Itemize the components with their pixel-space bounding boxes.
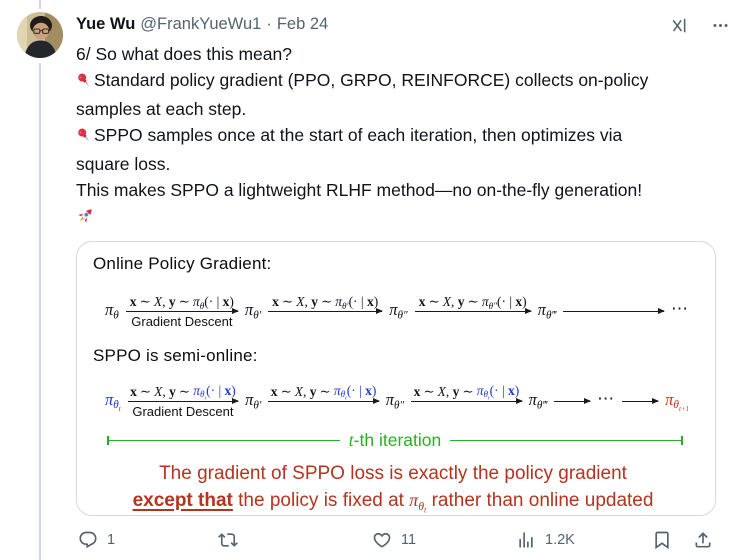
views-icon xyxy=(519,532,533,548)
iteration-tick-left xyxy=(107,436,109,445)
share-button[interactable] xyxy=(693,530,713,550)
caption-line2: except that the policy is fixed at πθt r… xyxy=(132,490,654,515)
sppo-policy-chain: πθt x ∼ X, y ∼ πθt(· | x) Gradient Descent π… xyxy=(105,378,689,422)
like-count: 11 xyxy=(401,532,417,548)
plain-arrow xyxy=(554,378,592,422)
tweet-header: Yue Wu @FrankYueWu1 · Feb 24 xyxy=(76,14,724,34)
iteration-tick-right xyxy=(681,436,684,445)
user-handle[interactable]: @FrankYueWu1 xyxy=(140,15,262,33)
iteration-line xyxy=(450,439,682,442)
share-icon xyxy=(695,532,711,548)
policy-node-end: πθt+1 xyxy=(665,390,690,414)
ellipsis: ⋯ xyxy=(597,389,616,408)
transition-arrow: x ∼ X, y ∼ πθt(· | x) xyxy=(268,378,381,422)
view-count: 1.2K xyxy=(545,532,575,548)
thread-line-top xyxy=(39,0,41,9)
tweet-line: square loss. xyxy=(76,154,171,174)
rocket-icon xyxy=(76,206,95,232)
bookmark-icon xyxy=(655,531,669,550)
tweet-line: Standard policy gradient (PPO, GRPO, REI… xyxy=(76,67,724,96)
transition-arrow: x ∼ X, y ∼ πθ′(· | x) xyxy=(268,288,384,332)
reply-icon xyxy=(79,531,97,549)
more-button[interactable] xyxy=(711,16,730,35)
transition-arrow: x ∼ X, y ∼ πθt(· | x) xyxy=(411,378,524,422)
policy-node: πθ′ xyxy=(244,300,262,322)
iteration-label: t-th iteration xyxy=(348,430,442,450)
plain-arrow xyxy=(563,288,665,332)
reply-button[interactable]: 1 xyxy=(78,530,115,550)
repost-button[interactable] xyxy=(218,530,238,550)
grok-button[interactable] xyxy=(670,16,689,35)
policy-node: πθ‴ xyxy=(528,390,548,412)
arrow-line xyxy=(411,397,524,404)
figure-attachment[interactable]: Online Policy Gradient: πθ x ∼ X, y ∼ πθ(· |… xyxy=(76,241,716,516)
tweet-date[interactable]: Feb 24 xyxy=(276,15,329,33)
like-icon xyxy=(373,532,391,548)
policy-node: πθ″ xyxy=(385,390,405,412)
tweet-line: samples at each step. xyxy=(76,99,247,119)
ellipsis: ⋯ xyxy=(671,299,689,318)
tweet-text: 6/ So what does this mean? Standard poli… xyxy=(76,41,724,232)
policy-symbol: πθt xyxy=(409,490,427,515)
avatar-photo xyxy=(17,12,63,58)
arrow-line xyxy=(622,397,660,404)
policy-node: πθ xyxy=(105,300,119,322)
repost-icon xyxy=(218,533,238,547)
pushpin-icon xyxy=(76,125,93,151)
gradient-descent-label: Gradient Descent xyxy=(132,404,234,419)
reply-count: 1 xyxy=(107,532,116,548)
figure-caption: The gradient of SPPO loss is exactly the… xyxy=(93,460,693,514)
figure-title-sppo: SPPO is semi-online: xyxy=(93,346,258,365)
arrow-line xyxy=(414,307,532,314)
figure-title-online: Online Policy Gradient: xyxy=(93,254,272,273)
action-bar: 1 11 1.2K xyxy=(76,530,724,556)
arrow-line xyxy=(268,307,384,314)
gradient-descent-label: Gradient Descent xyxy=(131,314,233,329)
iteration-line xyxy=(109,439,340,442)
tweet-line xyxy=(76,203,724,232)
policy-node: πθ″ xyxy=(389,300,408,322)
policy-node: πθ‴ xyxy=(537,300,557,322)
transition-arrow: x ∼ X, y ∼ πθ″(· | x) xyxy=(414,288,532,332)
thread-line-bottom xyxy=(39,63,41,560)
separator-dot: · xyxy=(266,15,272,33)
arrow-line xyxy=(127,397,240,404)
tweet-line: SPPO samples once at the start of each i… xyxy=(76,122,724,151)
header-actions xyxy=(670,16,730,35)
grok-icon xyxy=(672,18,686,33)
transition-arrow: x ∼ X, y ∼ πθt(· | x) Gradient Descent xyxy=(127,378,240,422)
bookmark-button[interactable] xyxy=(652,530,672,550)
arrow-line xyxy=(563,307,665,314)
tweet-line: 6/ So what does this mean? xyxy=(76,44,292,64)
iteration-span: t-th iteration xyxy=(107,430,684,451)
avatar[interactable] xyxy=(17,12,63,58)
tweet-line: This makes SPPO a lightweight RLHF metho… xyxy=(76,180,643,200)
arrow-line xyxy=(125,307,240,314)
policy-node-start: πθt xyxy=(105,390,121,414)
display-name[interactable]: Yue Wu xyxy=(76,15,136,33)
pushpin-icon xyxy=(76,70,93,96)
views-button[interactable]: 1.2K xyxy=(516,530,575,550)
transition-arrow: x ∼ X, y ∼ πθ(· | x) Gradient Descent xyxy=(125,288,240,332)
plain-arrow xyxy=(622,378,660,422)
like-button[interactable]: 11 xyxy=(372,530,416,550)
arrow-line xyxy=(268,397,381,404)
policy-node: πθ′ xyxy=(245,390,262,412)
caption-line1: The gradient of SPPO loss is exactly the… xyxy=(159,463,627,484)
arrow-line xyxy=(554,397,592,404)
online-policy-chain: πθ x ∼ X, y ∼ πθ(· | x) Gradient Descent πθ′… xyxy=(105,288,689,332)
more-options-icon xyxy=(713,23,728,28)
